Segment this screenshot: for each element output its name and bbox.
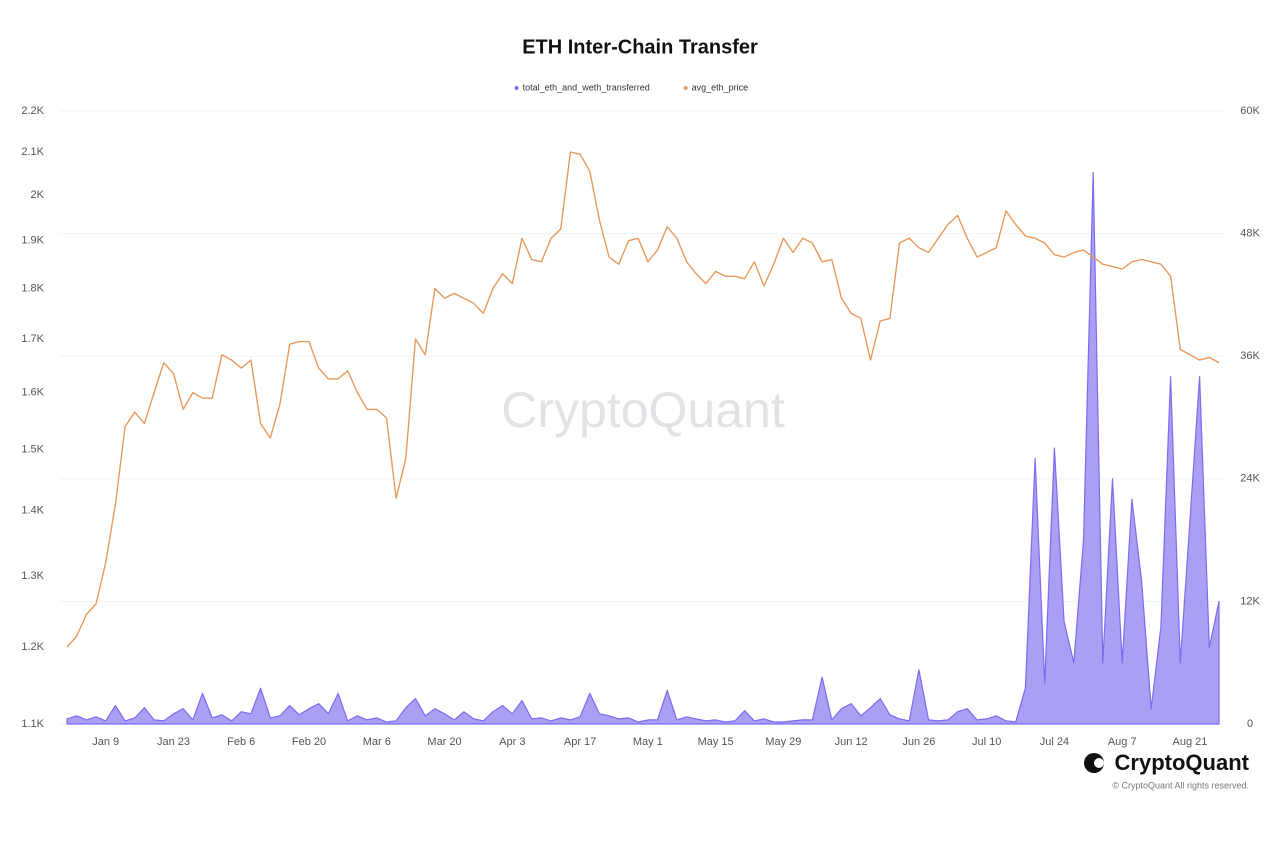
line [66, 151, 1220, 648]
x-tick-label: Jul 24 [1040, 736, 1069, 748]
y2-tick-label: 48K [1240, 228, 1260, 240]
legend-marker [514, 86, 519, 90]
y-tick-label: 1.3K [21, 570, 44, 582]
x-tick-label: Apr 3 [499, 736, 525, 748]
x-tick-label: Feb 20 [292, 736, 326, 748]
brand-logo [1084, 753, 1104, 773]
y-tick-label: 2.2K [21, 105, 44, 117]
legend-marker [683, 86, 688, 90]
y-tick-label: 1.8K [21, 282, 44, 294]
x-tick-label: Mar 20 [427, 736, 461, 748]
x-tick-label: May 1 [633, 736, 663, 748]
x-tick-label: Feb 6 [227, 736, 255, 748]
x-tick-label: Jul 10 [972, 736, 1001, 748]
y2-tick-label: 12K [1240, 595, 1260, 607]
x-tick-label: Jan 9 [92, 736, 119, 748]
x-tick-label: Aug 7 [1108, 736, 1137, 748]
logo-icon-cut [1094, 758, 1104, 768]
y-tick-label: 1.7K [21, 333, 44, 345]
legend-label: avg_eth_price [692, 82, 749, 92]
y-tick-label: 1.5K [21, 444, 44, 456]
y-tick-label: 1.1K [21, 718, 44, 730]
y-tick-label: 1.9K [21, 235, 44, 247]
x-tick-label: May 29 [765, 736, 801, 748]
copyright: © CryptoQuant All rights reserved. [1112, 780, 1249, 790]
y-tick-label: 1.2K [21, 641, 44, 653]
watermark: CryptoQuant [501, 382, 785, 438]
y-tick-label: 2.1K [21, 146, 44, 158]
y2-tick-label: 0 [1247, 718, 1253, 730]
x-tick-label: Mar 6 [363, 736, 391, 748]
y-tick-label: 2K [31, 189, 45, 201]
x-tick-label: May 15 [698, 736, 734, 748]
y-tick-label: 1.4K [21, 505, 44, 517]
x-tick-label: Jun 12 [835, 736, 868, 748]
brand-name: CryptoQuant [1115, 750, 1250, 775]
y-tick-label: 1.6K [21, 387, 44, 399]
legend: total_eth_and_weth_transferred avg_eth_pr… [514, 82, 749, 92]
y2-tick-label: 24K [1240, 473, 1260, 485]
y2-tick-label: 36K [1240, 350, 1260, 362]
area [66, 171, 1220, 725]
x-tick-label: Apr 17 [564, 736, 596, 748]
y2-tick-label: 60K [1240, 105, 1260, 117]
legend-label: total_eth_and_weth_transferred [523, 82, 650, 92]
x-tick-label: Jun 26 [902, 736, 935, 748]
x-tick-label: Aug 21 [1173, 736, 1208, 748]
x-tick-label: Jan 23 [157, 736, 190, 748]
chart-title: ETH Inter-Chain Transfer [522, 36, 758, 58]
